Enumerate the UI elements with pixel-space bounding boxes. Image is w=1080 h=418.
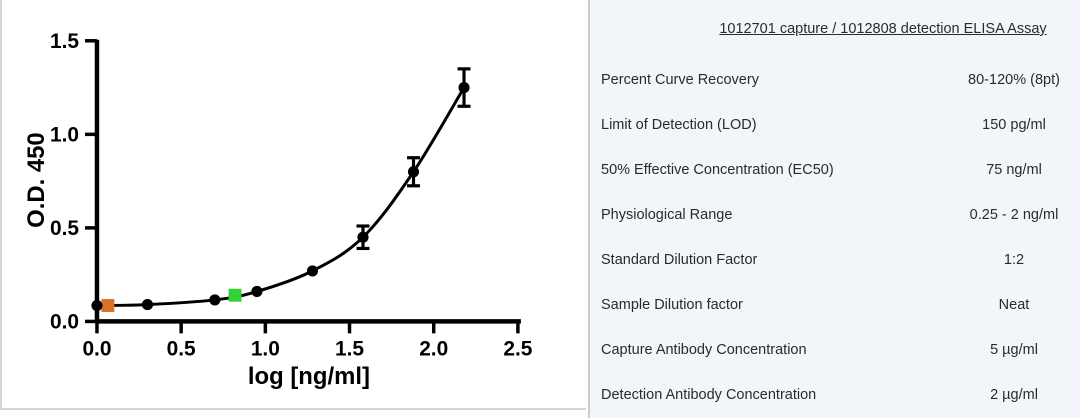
data-point bbox=[306, 265, 319, 277]
assay-table-row: 50% Effective Concentration (EC50) 75 ng/… bbox=[590, 148, 1080, 193]
tick-labels: 0.0 0.5 1.0 1.5 0.0 0.5 1.0 1.5 2.0 2.5 bbox=[50, 30, 533, 360]
data-point bbox=[209, 294, 221, 306]
data-point bbox=[357, 231, 369, 243]
assay-table-row: Detection Antibody Concentration 2 µg/ml bbox=[590, 372, 1080, 417]
data-point bbox=[407, 166, 420, 178]
elisa-standard-curve-panel: 0.0 0.5 1.0 1.5 0.0 0.5 1.0 1.5 2.0 2.5 O.D. 450 lo… bbox=[0, 0, 586, 410]
row-label: Physiological Range bbox=[601, 207, 733, 224]
assay-table-row: Sample Dilution factor Neat bbox=[590, 282, 1080, 327]
orange-square-marker bbox=[101, 299, 115, 312]
data-point bbox=[91, 299, 103, 312]
assay-properties-table: Percent Curve Recovery 80-120% (8pt) Limit… bbox=[590, 58, 1080, 417]
row-value: 150 pg/ml bbox=[982, 117, 1046, 134]
elisa-standard-curve-chart: 0.0 0.5 1.0 1.5 0.0 0.5 1.0 1.5 2.0 2.5 O.D. 450 lo… bbox=[23, 30, 533, 390]
assay-table-row: Physiological Range 0.25 - 2 ng/ml bbox=[590, 193, 1080, 238]
row-value: 75 ng/ml bbox=[986, 162, 1042, 179]
chart-axes bbox=[85, 39, 521, 334]
x-tick-label: 0.0 bbox=[82, 337, 111, 360]
row-value: 1:2 bbox=[1003, 252, 1025, 268]
x-tick-label: 2.0 bbox=[419, 337, 448, 360]
assay-table-row: Percent Curve Recovery 80-120% (8pt) bbox=[590, 58, 1080, 103]
y-tick-label: 0.5 bbox=[50, 217, 79, 240]
row-label: Detection Antibody Concentration bbox=[601, 386, 817, 403]
row-label: Limit of Detection (LOD) bbox=[601, 117, 757, 134]
data-points bbox=[91, 81, 470, 312]
row-value: 80-120% (8pt) bbox=[968, 72, 1060, 89]
row-value: 0.25 - 2 ng/ml bbox=[969, 207, 1059, 224]
assay-title: 1012701 capture / 1012808 detection ELIS… bbox=[719, 21, 1047, 37]
data-point bbox=[141, 299, 154, 311]
row-value: Neat bbox=[998, 296, 1030, 313]
y-axis-title: O.D. 450 bbox=[23, 132, 50, 228]
x-tick-label: 0.5 bbox=[167, 337, 196, 360]
assay-info-panel: 1012701 capture / 1012808 detection ELIS… bbox=[588, 0, 1080, 418]
row-value: 2 µg/ml bbox=[990, 386, 1038, 403]
error-bars bbox=[356, 67, 471, 251]
row-label: 50% Effective Concentration (EC50) bbox=[601, 162, 834, 179]
y-tick-label: 0.0 bbox=[50, 310, 79, 333]
assay-table-row: Capture Antibody Concentration 5 µg/ml bbox=[590, 327, 1080, 372]
data-point bbox=[251, 285, 263, 298]
x-axis-title: log [ng/ml] bbox=[248, 363, 370, 390]
fit-curve bbox=[96, 86, 466, 308]
row-label: Standard Dilution Factor bbox=[601, 252, 758, 268]
row-value: 5 µg/ml bbox=[990, 341, 1038, 358]
x-tick-label: 1.0 bbox=[251, 337, 280, 360]
assay-table-row: Limit of Detection (LOD) 150 pg/ml bbox=[590, 103, 1080, 148]
y-tick-label: 1.5 bbox=[50, 30, 79, 53]
assay-table-row: Standard Dilution Factor 1:2 bbox=[590, 238, 1080, 283]
x-tick-label: 1.5 bbox=[335, 337, 364, 360]
row-label: Percent Curve Recovery bbox=[601, 72, 759, 89]
y-tick-label: 1.0 bbox=[50, 123, 79, 146]
green-square-marker bbox=[228, 288, 242, 302]
row-label: Sample Dilution factor bbox=[601, 296, 743, 313]
x-tick-label: 2.5 bbox=[503, 337, 532, 360]
row-label: Capture Antibody Concentration bbox=[601, 341, 807, 358]
data-point bbox=[458, 81, 470, 94]
